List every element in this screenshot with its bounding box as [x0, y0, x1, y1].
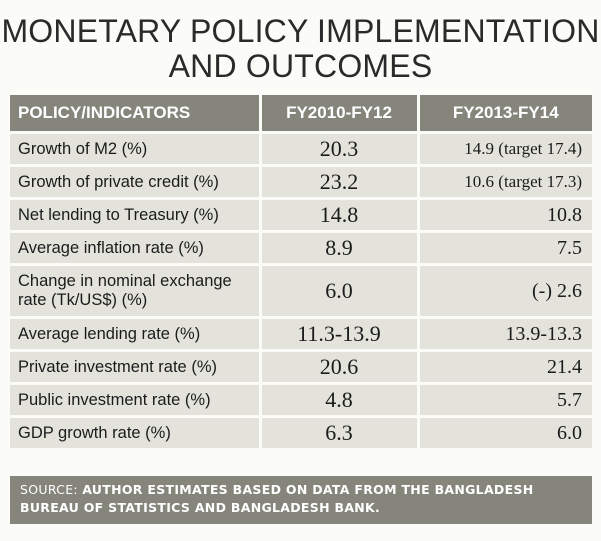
fy2010-12-value: 20.6 [260, 349, 420, 384]
table-row: Private investment rate (%) 20.6 21.4 [10, 349, 592, 384]
indicator-cell: Average lending rate (%) [10, 316, 262, 351]
title-line-2: AND OUTCOMES [168, 48, 433, 84]
fy2010-12-value: 8.9 [260, 230, 420, 265]
fy2010-12-value: 11.3-13.9 [260, 316, 420, 351]
title-line-1: MONETARY POLICY IMPLEMENTATION [1, 13, 600, 49]
fy2013-14-value: 10.8 [418, 197, 592, 232]
indicator-cell: GDP growth rate (%) [10, 415, 262, 448]
table-row: Public investment rate (%) 4.8 5.7 [10, 382, 592, 417]
fy2013-14-value: 21.4 [418, 349, 592, 384]
fy2010-12-value: 23.2 [260, 164, 420, 199]
source-text: AUTHOR ESTIMATES BASED ON DATA FROM THE … [20, 482, 534, 515]
policy-table: POLICY/INDICATORS FY2010-FY12 FY2013-FY1… [10, 95, 592, 448]
fy2013-14-value: 10.6 (target 17.3) [418, 164, 592, 199]
table-row: Change in nominal exchange rate (Tk/US$)… [10, 263, 592, 318]
fy2013-14-value: 14.9 (target 17.4) [418, 131, 592, 166]
fy2013-14-value: (-) 2.6 [418, 263, 592, 318]
fy2013-14-value: 5.7 [418, 382, 592, 417]
table-row: Average lending rate (%) 11.3-13.9 13.9-… [10, 316, 592, 351]
fy2013-14-value: 7.5 [418, 230, 592, 265]
fy2013-14-value: 13.9-13.3 [418, 316, 592, 351]
fy2013-14-value: 6.0 [418, 415, 592, 448]
indicator-cell: Growth of private credit (%) [10, 164, 262, 199]
page-title: MONETARY POLICY IMPLEMENTATION AND OUTCO… [0, 0, 601, 84]
table-row: Growth of private credit (%) 23.2 10.6 (… [10, 164, 592, 199]
table-row: Growth of M2 (%) 20.3 14.9 (target 17.4) [10, 131, 592, 166]
source-note: SOURCE: AUTHOR ESTIMATES BASED ON DATA F… [10, 476, 592, 524]
indicator-cell: Growth of M2 (%) [10, 131, 262, 166]
fy2010-12-value: 6.3 [260, 415, 420, 448]
table-row: GDP growth rate (%) 6.3 6.0 [10, 415, 592, 448]
indicator-cell: Average inflation rate (%) [10, 230, 262, 265]
fy2010-12-value: 20.3 [260, 131, 420, 166]
source-label: SOURCE: [20, 482, 78, 497]
header-fy2010-fy12: FY2010-FY12 [260, 95, 420, 133]
header-fy2013-fy14: FY2013-FY14 [418, 95, 592, 133]
table-header-row: POLICY/INDICATORS FY2010-FY12 FY2013-FY1… [10, 95, 592, 133]
indicator-cell: Change in nominal exchange rate (Tk/US$)… [10, 263, 262, 318]
indicator-cell: Net lending to Treasury (%) [10, 197, 262, 232]
table-row: Net lending to Treasury (%) 14.8 10.8 [10, 197, 592, 232]
indicator-cell: Public investment rate (%) [10, 382, 262, 417]
indicator-cell: Private investment rate (%) [10, 349, 262, 384]
header-policy-indicators: POLICY/INDICATORS [10, 95, 262, 133]
fy2010-12-value: 14.8 [260, 197, 420, 232]
fy2010-12-value: 6.0 [260, 263, 420, 318]
fy2010-12-value: 4.8 [260, 382, 420, 417]
table-row: Average inflation rate (%) 8.9 7.5 [10, 230, 592, 265]
